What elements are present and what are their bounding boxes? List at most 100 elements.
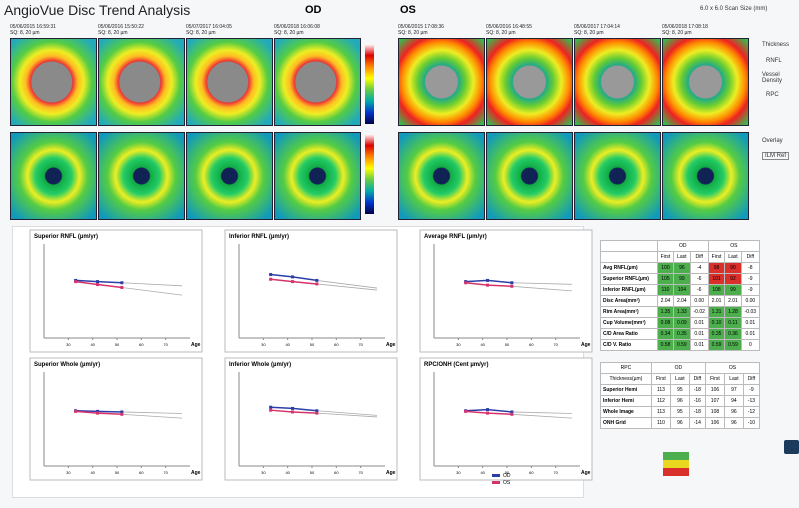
- scan-date: 05/06/2016 16:48:55: [486, 24, 532, 30]
- vessel-map: [274, 132, 361, 220]
- x-tick-label: 50: [115, 470, 120, 475]
- scan-date: 05/06/2015 17:08:36: [398, 24, 444, 30]
- row-label: Inferior Hemi: [600, 395, 652, 407]
- vessel-map: [10, 132, 97, 220]
- table-row: Inferior Hemi 112 96 -16 107 94 -13: [600, 395, 761, 407]
- scan-date: 05/07/2017 16:04:05: [186, 24, 232, 30]
- vessel-map: [186, 132, 273, 220]
- cell: 0.59: [707, 339, 726, 351]
- data-point: [291, 406, 295, 410]
- cell: 0: [740, 339, 761, 351]
- rnfl-map: [574, 38, 661, 126]
- x-tick-label: 50: [115, 342, 120, 347]
- cell: 105: [656, 273, 675, 285]
- cell: 1.31: [707, 306, 726, 318]
- cell: 100: [656, 262, 675, 274]
- row-label: Superior Hemi: [600, 384, 652, 396]
- data-point: [486, 278, 490, 282]
- vessel-map: [662, 132, 749, 220]
- cell: 96: [724, 406, 744, 418]
- plot-title: Superior RNFL (µm/yr): [34, 234, 98, 240]
- rnfl-map: [98, 38, 185, 126]
- trend-line: [316, 283, 378, 291]
- cell: 107: [704, 395, 726, 407]
- data-point: [464, 409, 468, 413]
- cell: 112: [650, 395, 672, 407]
- vessel-map: [574, 132, 661, 220]
- x-tick-label: 70: [358, 342, 363, 347]
- overlay-option[interactable]: Overlay: [762, 138, 783, 144]
- cell: 95: [670, 384, 690, 396]
- plot-title: RPC/ONH (Cent µm/yr): [424, 362, 488, 368]
- x-tick-label: 40: [90, 342, 95, 347]
- group-header: OS: [707, 240, 761, 252]
- thickness-label: Thickness: [762, 42, 790, 48]
- legend-label: OS: [503, 480, 511, 486]
- x-tick-label: 30: [66, 342, 71, 347]
- row-label: C/D Area Ratio: [600, 328, 658, 340]
- cell: -18: [688, 406, 706, 418]
- x-tick-label: 30: [261, 470, 266, 475]
- row-label: Rim Area(mm²): [600, 306, 658, 318]
- x-axis-label: Age: [386, 342, 396, 348]
- scan-info: SQ: 8, 20 µm: [274, 30, 304, 36]
- data-point: [269, 277, 273, 281]
- cell: -9: [740, 273, 761, 285]
- data-point: [510, 284, 514, 288]
- data-point: [96, 283, 100, 287]
- vessel-density-label: Vessel Density: [762, 72, 783, 84]
- rnfl-option[interactable]: RNFL: [766, 58, 782, 64]
- table-row: Rim Area(mm²) 1.35 1.33 -0.02 1.31 1.28 -0.03: [600, 306, 761, 318]
- cell: 0.34: [656, 328, 675, 340]
- scan-info: SQ: 8, 20 µm: [398, 30, 428, 36]
- side-button[interactable]: [784, 440, 799, 454]
- cell: [600, 240, 658, 252]
- vessel-map: [486, 132, 573, 220]
- cell: -9: [742, 384, 761, 396]
- cell: 113: [650, 384, 672, 396]
- plot-title: Inferior Whole (µm/yr): [229, 362, 291, 368]
- data-point: [74, 280, 78, 284]
- rpc-option[interactable]: RPC: [766, 92, 779, 98]
- rpc-table: RPC OD OS Thickness(µm) First Last Diff First La…: [600, 362, 761, 429]
- x-tick-label: 40: [285, 470, 290, 475]
- ref-option[interactable]: ILM Ref: [762, 152, 790, 160]
- rnfl-map: [10, 38, 97, 126]
- x-tick-label: 30: [261, 342, 266, 347]
- cell: 92: [724, 273, 742, 285]
- x-tick-label: 60: [529, 342, 534, 347]
- data-point: [96, 280, 100, 284]
- column-header: Diff: [688, 373, 706, 385]
- row-label: Inferior RNFL(µm): [600, 284, 658, 296]
- scan-date: 05/06/2015 16:59:31: [10, 24, 56, 30]
- data-point: [120, 281, 124, 285]
- x-tick-label: 70: [358, 470, 363, 475]
- cell: 2.04: [673, 295, 691, 307]
- group-header: OS: [704, 362, 761, 374]
- table-row: ONH Grid 110 96 -14 106 96 -10: [600, 417, 761, 429]
- data-point: [486, 283, 490, 287]
- cell: -16: [688, 395, 706, 407]
- cell: 98: [707, 262, 726, 274]
- data-point: [120, 410, 124, 414]
- data-point: [510, 281, 514, 285]
- column-header: Last: [673, 251, 691, 263]
- x-axis-label: Age: [191, 470, 201, 476]
- x-tick-label: 40: [285, 342, 290, 347]
- cell: 1.28: [724, 306, 742, 318]
- table-row: C/D Area Ratio 0.34 0.35 0.01 0.35 0.36 0.01: [600, 328, 761, 340]
- scan-date: 05/06/2016 15:50:22: [98, 24, 144, 30]
- cell: 95: [670, 406, 690, 418]
- cell: 96: [673, 262, 691, 274]
- data-point: [315, 278, 319, 282]
- column-header: Last: [724, 251, 742, 263]
- cell: 108: [707, 284, 726, 296]
- vessel-map: [98, 132, 185, 220]
- x-tick-label: 70: [553, 342, 558, 347]
- trend-line: [316, 412, 378, 418]
- data-point: [315, 411, 319, 415]
- header-row: RPC OD OS: [600, 362, 761, 374]
- group-header: OD: [656, 240, 709, 252]
- plot-frame: [224, 357, 398, 481]
- rnfl-map: [398, 38, 485, 126]
